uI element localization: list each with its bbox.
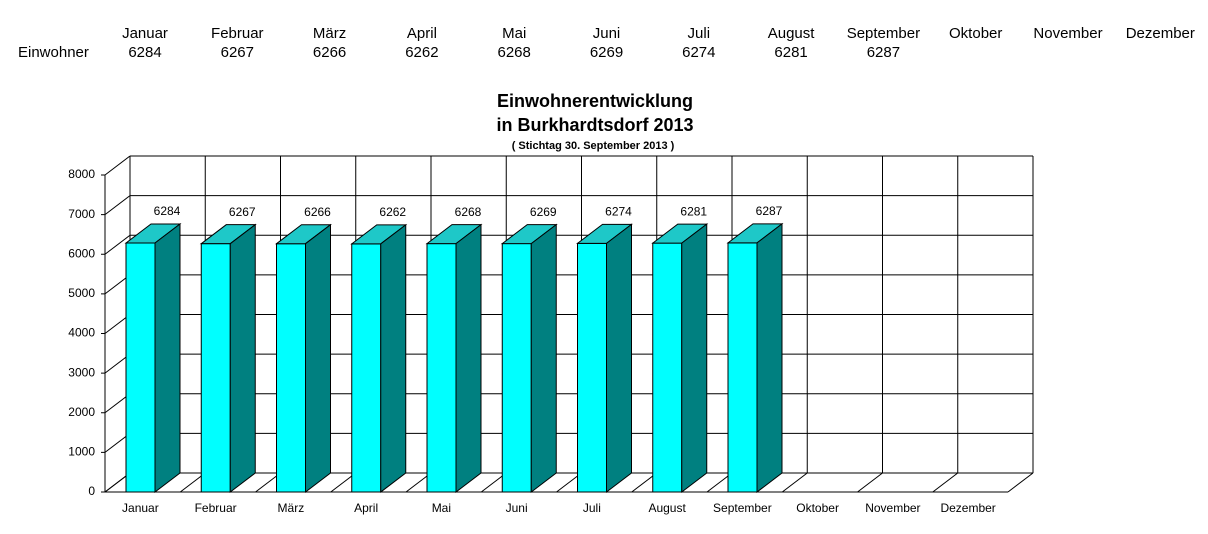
table-cell: 6284 xyxy=(128,44,161,61)
bar xyxy=(200,243,231,493)
x-tick-label: Oktober xyxy=(796,501,839,515)
data-label: 6287 xyxy=(756,204,783,218)
table-cell: 6269 xyxy=(590,44,623,61)
floor-line xyxy=(857,472,883,493)
table-header: September xyxy=(847,25,920,42)
y-tick-label: 0 xyxy=(88,484,95,498)
chart-title: Einwohnerentwicklung xyxy=(497,91,693,111)
x-tick-label: Januar xyxy=(122,501,159,515)
x-tick-label: Mai xyxy=(432,501,451,515)
table-header: April xyxy=(407,25,437,42)
table-header: August xyxy=(768,25,816,42)
bar xyxy=(577,242,607,493)
table-cell: 6262 xyxy=(405,44,438,61)
bar-side xyxy=(305,223,331,494)
x-tick-label: August xyxy=(648,501,686,515)
grid-line xyxy=(104,155,131,176)
y-tick-label: 2000 xyxy=(68,405,95,419)
chart-subtitle: ( Stichtag 30. September 2013 ) xyxy=(512,140,675,152)
table-cell: 6274 xyxy=(682,44,715,61)
x-tick-label: September xyxy=(713,501,772,515)
bar xyxy=(727,242,758,493)
data-label: 6274 xyxy=(605,205,632,219)
y-tick-label: 1000 xyxy=(68,445,95,459)
x-tick-label: Juni xyxy=(506,501,528,515)
x-tick-label: April xyxy=(354,501,378,515)
bar xyxy=(501,243,532,493)
floor-line xyxy=(781,472,808,493)
data-label: 6268 xyxy=(455,205,482,219)
table-header: Februar xyxy=(211,25,264,42)
bar-side xyxy=(681,223,708,494)
bar-side xyxy=(606,223,632,494)
grid-line xyxy=(104,195,131,216)
bar xyxy=(652,242,683,493)
y-tick-label: 7000 xyxy=(68,207,95,221)
x-tick-label: November xyxy=(865,501,920,515)
table-cell: 6287 xyxy=(867,44,900,61)
data-label: 6267 xyxy=(229,205,256,219)
data-label: 6269 xyxy=(530,205,557,219)
x-tick-label: Juli xyxy=(583,501,601,515)
table-header: März xyxy=(313,25,346,42)
bar-side xyxy=(756,222,783,494)
y-tick-label: 4000 xyxy=(68,326,95,340)
grid-line xyxy=(104,234,131,255)
table-header: Juli xyxy=(688,25,711,42)
bar xyxy=(125,242,156,493)
data-label: 6266 xyxy=(304,205,331,219)
bar-side xyxy=(229,223,256,494)
table-header: Juni xyxy=(593,25,621,42)
data-label: 6284 xyxy=(154,204,181,218)
x-tick-label: Februar xyxy=(195,501,237,515)
table-header: Oktober xyxy=(949,25,1002,42)
bar-side xyxy=(380,223,407,494)
y-tick-label: 5000 xyxy=(68,286,95,300)
bar xyxy=(426,243,457,493)
floor-line xyxy=(932,472,959,493)
table-cell: 6281 xyxy=(774,44,807,61)
bar-side xyxy=(530,223,557,494)
table-cell: 6267 xyxy=(221,44,254,61)
y-tick-label: 3000 xyxy=(68,365,95,379)
x-tick-label: Dezember xyxy=(940,501,995,515)
data-label: 6262 xyxy=(379,205,406,219)
x-tick-label: März xyxy=(278,501,305,515)
table-header: Januar xyxy=(122,25,168,42)
data-label: 6281 xyxy=(680,204,707,218)
table-row-label: Einwohner xyxy=(18,44,89,61)
table-header: Dezember xyxy=(1126,25,1195,42)
chart-title: in Burkhardtsdorf 2013 xyxy=(496,115,693,135)
table-cell: 6268 xyxy=(498,44,531,61)
y-tick-label: 8000 xyxy=(68,167,95,181)
table-header: November xyxy=(1033,25,1102,42)
bar xyxy=(276,243,306,493)
table-header: Mai xyxy=(502,25,526,42)
bar-side xyxy=(154,222,181,494)
table-cell: 6266 xyxy=(313,44,346,61)
y-tick-label: 6000 xyxy=(68,246,95,260)
bar xyxy=(351,243,382,493)
floor-line xyxy=(1007,472,1034,493)
bar-side xyxy=(455,223,482,494)
